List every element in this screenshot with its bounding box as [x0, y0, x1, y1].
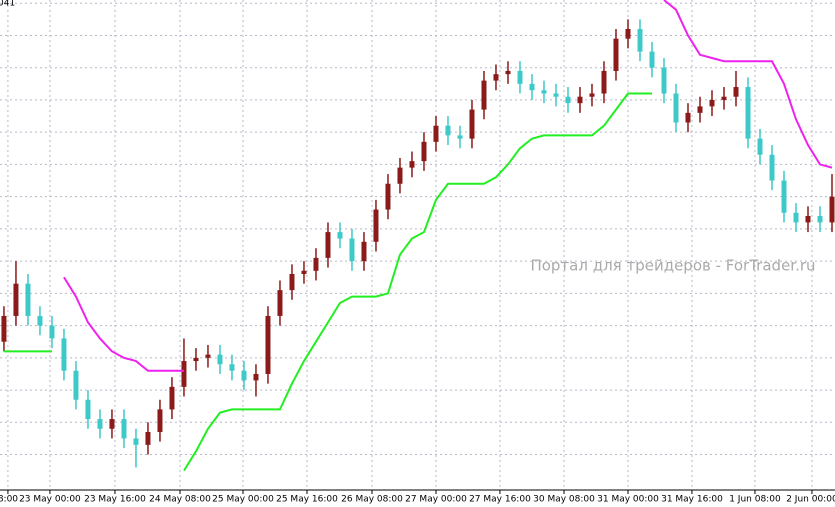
candle-body [121, 419, 127, 439]
candle-body [361, 241, 367, 262]
candle-body [673, 93, 679, 123]
candle-body [805, 215, 811, 223]
candle-body [685, 112, 691, 123]
candle-body [409, 161, 415, 168]
x-tick-label: 30 May 08:00 [533, 495, 595, 505]
x-tick-label: 23 May 00:00 [19, 495, 81, 505]
candle-body [97, 419, 103, 429]
candle-body [493, 74, 499, 81]
x-tick-label: 23 May 16:00 [84, 495, 146, 505]
candle-body [433, 125, 439, 142]
candle-body [85, 399, 91, 420]
candle-body [613, 38, 619, 71]
candle-body [469, 109, 475, 139]
x-tick-label: 31 May 00:00 [597, 495, 659, 505]
candle-body [565, 96, 571, 104]
x-tick-label: 24 May 08:00 [149, 495, 211, 505]
candle-body [169, 386, 175, 410]
candle-body [49, 325, 55, 339]
candle-body [625, 29, 631, 39]
candle-body [337, 232, 343, 239]
candle-body [577, 96, 583, 104]
candle-body [289, 274, 295, 291]
candle-body [697, 106, 703, 113]
candle-body [817, 215, 823, 223]
candle-body [661, 67, 667, 94]
x-tick-label: 1 Jun 08:00 [729, 495, 781, 505]
candle-body [37, 315, 43, 326]
candle-body [421, 141, 427, 162]
candle-body [733, 87, 739, 97]
candle-body [709, 99, 715, 107]
indicator-line [183, 92, 652, 472]
candle-body [529, 83, 535, 91]
candle-body [301, 270, 307, 275]
candle-body [229, 364, 235, 371]
candle-body [145, 431, 151, 445]
candle-body [793, 212, 799, 223]
candle-body [649, 51, 655, 68]
candle-body [25, 283, 31, 316]
candle-body [241, 370, 247, 381]
watermark: Портал для трейдеров - ForTrader.ru [530, 257, 815, 275]
candle-body [457, 135, 463, 139]
x-tick-label: 26 May 08:00 [341, 495, 403, 505]
x-tick-label: 8:00 [0, 495, 18, 505]
candle-body [373, 209, 379, 242]
candle-body [721, 96, 727, 100]
candle-body [265, 315, 271, 374]
candle-body [157, 409, 163, 432]
candle-body [109, 419, 115, 429]
candle-body [601, 70, 607, 94]
x-tick-label: 2 Jun 00:00 [786, 495, 835, 505]
candle-body [277, 290, 283, 316]
candle-body [541, 90, 547, 94]
candle-body [385, 183, 391, 210]
indicator-line [63, 276, 184, 372]
candle-body [397, 167, 403, 184]
candle-body [481, 80, 487, 110]
candle-body [133, 438, 139, 445]
candle-body [349, 238, 355, 262]
candle-body [769, 154, 775, 181]
x-tick-label: 27 May 16:00 [469, 495, 531, 505]
candle-body [829, 196, 835, 223]
candle-body [637, 29, 643, 52]
candle-body [745, 87, 751, 139]
candle-body [1, 315, 7, 342]
candle-body [193, 357, 199, 362]
candle-body [313, 257, 319, 271]
candle-body [325, 232, 331, 258]
candle-body [61, 338, 67, 371]
candle-body [781, 180, 787, 213]
candle-body [13, 283, 19, 316]
indicator-line [663, 0, 833, 169]
candle-body [517, 70, 523, 84]
x-tick-label: 31 May 16:00 [661, 495, 723, 505]
candle-body [553, 93, 559, 97]
candle-body [505, 70, 511, 75]
candle-body [589, 93, 595, 97]
candle-body [253, 373, 259, 381]
price-label: 041 [0, 0, 15, 9]
candle-body [217, 354, 223, 365]
candle-body [205, 354, 211, 358]
x-tick-label: 27 May 00:00 [405, 495, 467, 505]
candle-body [757, 138, 763, 155]
x-tick-label: 25 May 00:00 [212, 495, 274, 505]
candle-body [181, 361, 187, 387]
x-tick-label: 25 May 16:00 [276, 495, 338, 505]
candle-body [445, 125, 451, 136]
candle-body [73, 370, 79, 400]
